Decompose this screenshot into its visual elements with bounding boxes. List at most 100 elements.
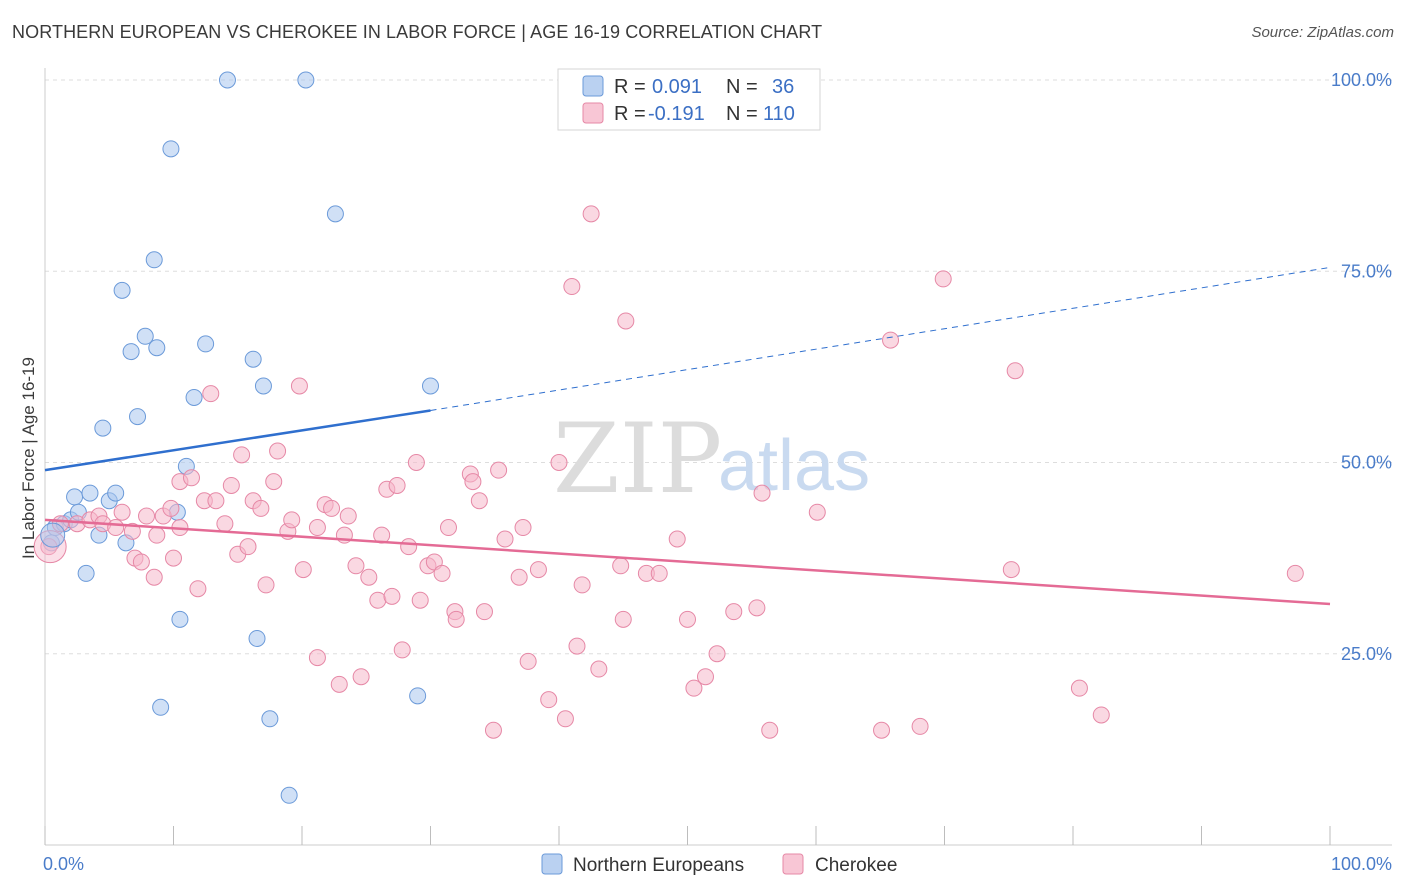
point-cherokee bbox=[290, 377, 308, 395]
point-northern-europeans bbox=[148, 339, 166, 357]
legend-r-label: R = bbox=[614, 103, 646, 125]
point-cherokee bbox=[470, 492, 488, 510]
point-cherokee bbox=[1070, 679, 1088, 697]
point-cherokee bbox=[563, 278, 581, 296]
y-tick-label: 25.0% bbox=[1341, 644, 1392, 664]
point-cherokee bbox=[148, 526, 166, 544]
point-cherokee bbox=[1092, 706, 1110, 724]
point-cherokee bbox=[360, 568, 378, 586]
legend-r-label: R = bbox=[614, 76, 646, 98]
point-northern-europeans bbox=[185, 388, 203, 406]
point-cherokee bbox=[464, 473, 482, 491]
point-northern-europeans bbox=[122, 343, 140, 361]
point-cherokee bbox=[873, 721, 891, 739]
point-cherokee bbox=[323, 499, 341, 517]
point-cherokee bbox=[182, 469, 200, 487]
point-cherokee bbox=[283, 511, 301, 529]
legend-n-value: 110 bbox=[763, 103, 795, 125]
point-northern-europeans bbox=[107, 484, 125, 502]
point-northern-europeans bbox=[81, 484, 99, 502]
point-northern-europeans bbox=[280, 786, 298, 804]
point-cherokee bbox=[510, 568, 528, 586]
point-northern-europeans bbox=[244, 350, 262, 368]
series-legend-swatch-cherokee bbox=[782, 853, 804, 875]
point-cherokee bbox=[265, 473, 283, 491]
point-cherokee bbox=[207, 492, 225, 510]
point-northern-europeans bbox=[171, 610, 189, 628]
point-cherokee bbox=[447, 610, 465, 628]
point-northern-europeans bbox=[218, 71, 236, 89]
point-cherokee bbox=[753, 484, 771, 502]
point-cherokee bbox=[1006, 362, 1024, 380]
point-cherokee bbox=[668, 530, 686, 548]
x-tick-label: 100.0% bbox=[1331, 854, 1392, 874]
trend-line-cherokee bbox=[44, 518, 1331, 606]
point-cherokee bbox=[808, 503, 826, 521]
y-tick-label: 100.0% bbox=[1331, 70, 1392, 90]
point-cherokee bbox=[330, 675, 348, 693]
point-cherokee bbox=[484, 721, 502, 739]
point-cherokee bbox=[612, 557, 630, 575]
data-points bbox=[33, 71, 1304, 804]
y-tick-label: 75.0% bbox=[1341, 261, 1392, 281]
point-cherokee bbox=[748, 599, 766, 617]
point-cherokee bbox=[475, 603, 493, 621]
point-cherokee bbox=[573, 576, 591, 594]
point-cherokee bbox=[308, 519, 326, 537]
point-cherokee bbox=[617, 312, 635, 330]
point-cherokee bbox=[308, 649, 326, 667]
point-northern-europeans bbox=[326, 205, 344, 223]
legend-n-label: N = bbox=[726, 76, 758, 98]
point-cherokee bbox=[132, 553, 150, 571]
point-cherokee bbox=[113, 503, 131, 521]
point-northern-europeans bbox=[162, 140, 180, 158]
point-northern-europeans bbox=[40, 522, 66, 548]
point-cherokee bbox=[696, 668, 714, 686]
point-cherokee bbox=[388, 476, 406, 494]
point-northern-europeans bbox=[145, 251, 163, 269]
point-cherokee bbox=[145, 568, 163, 586]
point-cherokee bbox=[679, 610, 696, 628]
point-cherokee bbox=[540, 691, 558, 709]
point-cherokee bbox=[407, 454, 425, 471]
point-cherokee bbox=[165, 549, 182, 567]
series-legend-label: Cherokee bbox=[815, 855, 897, 876]
point-cherokee bbox=[257, 576, 275, 594]
legend-n-label: N = bbox=[726, 103, 758, 125]
point-northern-europeans bbox=[261, 710, 279, 728]
point-cherokee bbox=[369, 591, 387, 609]
point-cherokee bbox=[393, 641, 411, 659]
point-cherokee bbox=[294, 561, 312, 579]
point-cherokee bbox=[239, 538, 257, 556]
point-cherokee bbox=[514, 519, 532, 537]
series-legend-label: Northern Europeans bbox=[573, 855, 744, 876]
point-cherokee bbox=[911, 717, 929, 735]
grid-lines bbox=[45, 79, 1392, 655]
point-cherokee bbox=[352, 668, 370, 686]
point-cherokee bbox=[439, 519, 457, 537]
point-cherokee bbox=[761, 721, 779, 739]
point-northern-europeans bbox=[197, 335, 215, 353]
point-cherokee bbox=[123, 522, 141, 540]
point-cherokee bbox=[269, 442, 287, 460]
point-cherokee bbox=[650, 564, 668, 582]
point-cherokee bbox=[882, 331, 900, 349]
watermark-atlas: atlas bbox=[718, 426, 870, 506]
legend-swatch-cherokee bbox=[582, 102, 604, 124]
source-credit: Source: ZipAtlas.com bbox=[1251, 24, 1394, 41]
point-cherokee bbox=[708, 645, 726, 663]
point-cherokee bbox=[383, 587, 401, 605]
point-cherokee bbox=[550, 454, 568, 471]
point-cherokee bbox=[725, 603, 743, 621]
point-cherokee bbox=[529, 561, 547, 579]
point-northern-europeans bbox=[152, 698, 170, 716]
point-cherokee bbox=[216, 515, 234, 533]
point-cherokee bbox=[339, 507, 357, 525]
point-cherokee bbox=[162, 499, 180, 517]
point-cherokee bbox=[519, 652, 537, 670]
trend-lines bbox=[44, 266, 1331, 606]
point-cherokee bbox=[614, 610, 632, 628]
tick-labels: 25.0% 50.0% 75.0% 100.0% 0.0% 100.0% bbox=[43, 70, 1392, 874]
point-cherokee bbox=[373, 526, 391, 544]
legend-r-value: 0.091 bbox=[652, 76, 702, 98]
